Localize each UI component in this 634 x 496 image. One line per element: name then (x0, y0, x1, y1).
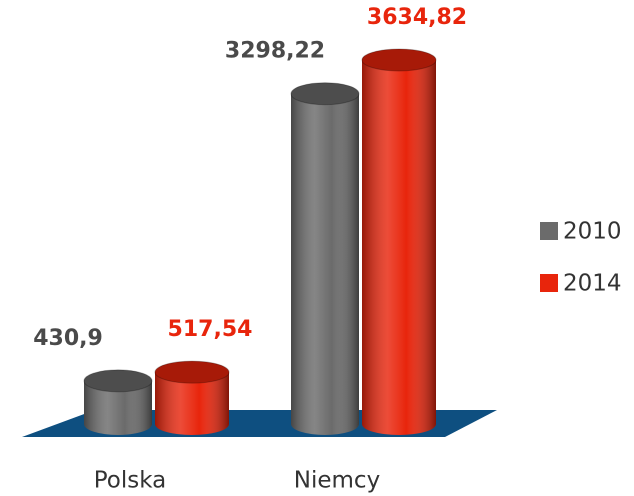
x-tick-label: Polska (94, 468, 167, 494)
cylinder-top-shade (155, 361, 229, 384)
cylinder-shade (155, 372, 229, 435)
cylinder-shade (84, 380, 152, 435)
cylinder-shade (362, 60, 436, 435)
cylinder-top (361, 48, 437, 72)
legend-label: 2010 (563, 219, 622, 245)
legend-label: 2014 (563, 271, 622, 297)
cylinder-top (154, 360, 230, 384)
cylinder-top-shade (362, 49, 436, 71)
data-label: 517,54 (168, 317, 253, 342)
data-label: 3298,22 (225, 39, 325, 64)
data-label: 430,9 (33, 326, 103, 351)
legend-swatch (540, 274, 558, 292)
legend-swatch (540, 222, 558, 240)
cylinder-top (83, 369, 153, 393)
cylinder-shade (291, 93, 359, 435)
cylinder-top-shade (291, 82, 359, 105)
cylinder-top-shade (84, 369, 152, 392)
data-label: 3634,82 (367, 5, 467, 30)
cylinder-top (290, 82, 360, 106)
x-tick-label: Niemcy (294, 468, 380, 494)
